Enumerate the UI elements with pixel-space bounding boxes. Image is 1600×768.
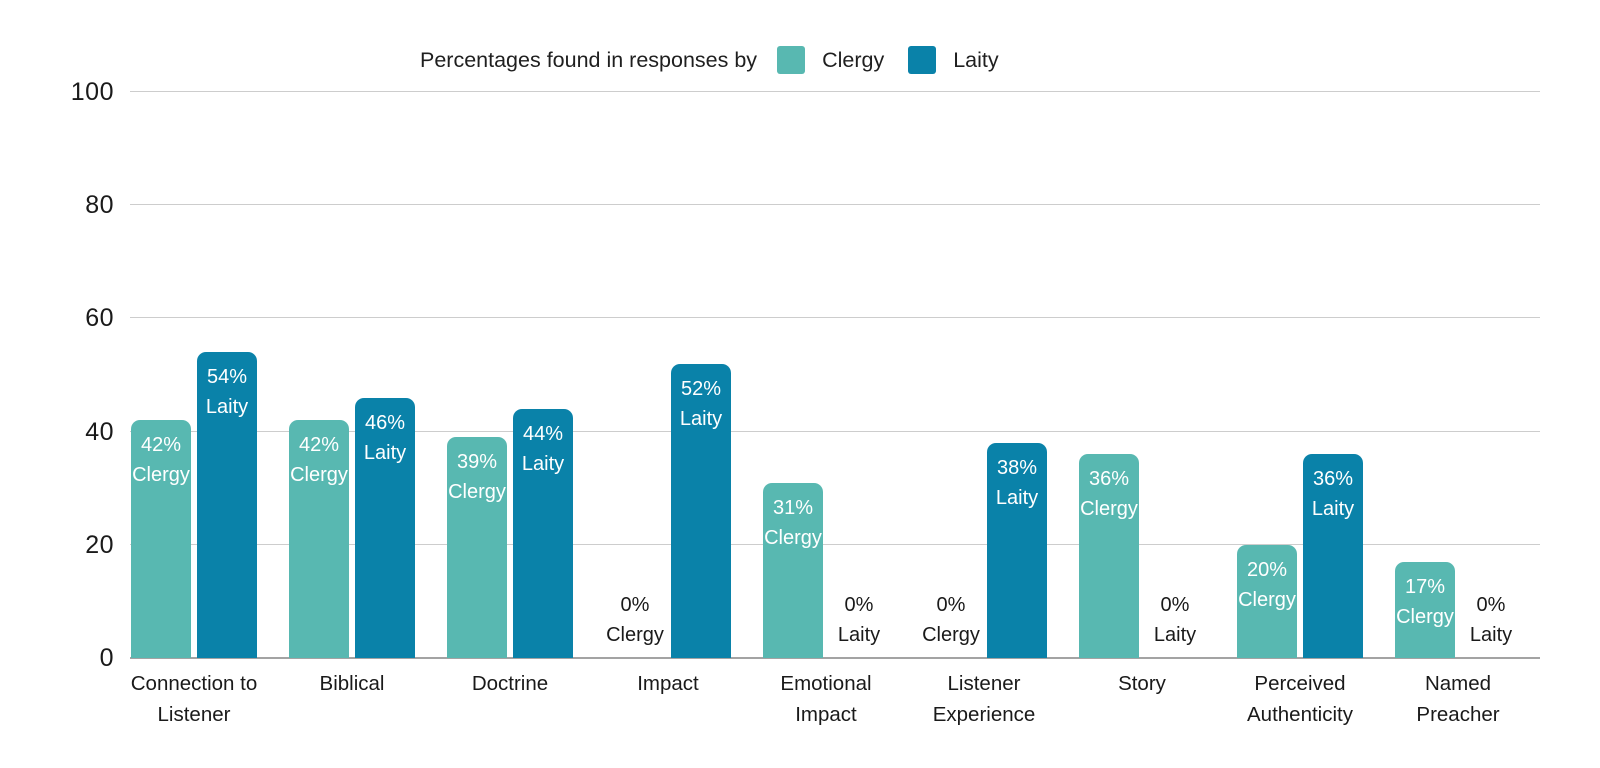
- bar-clergy: [1395, 561, 1455, 658]
- y-tick-label: 20: [85, 530, 114, 559]
- bar-value-label: 38% Laity: [995, 456, 1039, 509]
- bar-clergy: [289, 420, 349, 658]
- bar-laity: [355, 397, 415, 658]
- gridline: [130, 430, 1540, 432]
- bar-laity: [987, 442, 1047, 658]
- legend-item-laity: Laity: [908, 46, 999, 74]
- gridline: [130, 204, 1540, 206]
- y-tick-label: 0: [99, 644, 114, 672]
- category-label: Perceived Authenticity: [1247, 672, 1353, 726]
- bar-laity: [1303, 454, 1363, 658]
- x-axis-line: [130, 657, 1540, 659]
- legend-item-clergy: Clergy: [777, 46, 884, 74]
- bar-value-label: 42% Clergy: [290, 434, 348, 487]
- zero-value-label: 0% Laity: [1153, 594, 1197, 646]
- gridline: [130, 317, 1540, 319]
- gridline: [130, 91, 1540, 92]
- y-tick-label: 80: [85, 191, 114, 220]
- bar-value-label: 42% Clergy: [132, 434, 190, 487]
- bar-laity: [671, 363, 731, 658]
- y-tick-label: 100: [70, 78, 114, 106]
- bar-value-label: 44% Laity: [521, 422, 565, 475]
- category-label: Doctrine: [471, 672, 549, 695]
- gridline: [130, 543, 1540, 545]
- bar-value-label: 36% Laity: [1311, 468, 1355, 521]
- category-label: Listener Experience: [932, 672, 1036, 726]
- zero-value-label: 0% Laity: [1469, 594, 1513, 646]
- bar-laity: [197, 352, 257, 658]
- bar-clergy: [1079, 454, 1139, 658]
- y-tick-label: 60: [85, 304, 114, 333]
- category-label: Emotional Impact: [780, 672, 872, 726]
- bar-value-label: 46% Laity: [363, 411, 407, 464]
- bar-clergy: [1237, 544, 1297, 658]
- bar-laity: [513, 408, 573, 658]
- bar-value-label: 36% Clergy: [1080, 468, 1138, 521]
- bar-clergy: [447, 437, 507, 658]
- bar-clergy: [763, 482, 823, 658]
- legend-label-clergy: Clergy: [822, 47, 885, 72]
- bar-value-label: 31% Clergy: [764, 496, 822, 549]
- category-label: Story: [1118, 672, 1166, 695]
- bar-value-label: 20% Clergy: [1238, 558, 1296, 611]
- legend-label-laity: Laity: [953, 47, 999, 72]
- zero-value-label: 0% Clergy: [606, 594, 664, 646]
- y-tick-label: 40: [85, 417, 114, 446]
- clergy-swatch-icon: [777, 46, 806, 74]
- category-label: Biblical: [319, 672, 385, 695]
- bar-clergy: [131, 420, 191, 658]
- bar-value-label: 54% Laity: [205, 366, 249, 419]
- category-label: Impact: [637, 672, 699, 695]
- chart-title: Percentages found in responses by: [420, 47, 758, 72]
- category-label: Named Preacher: [1416, 672, 1500, 726]
- zero-value-label: 0% Laity: [837, 594, 881, 646]
- bar-value-label: 17% Clergy: [1396, 575, 1454, 628]
- category-label: Connection to Listener: [130, 672, 258, 726]
- chart-legend: Percentages found in responses by Clergy…: [420, 44, 1023, 76]
- zero-value-label: 0% Clergy: [922, 594, 980, 646]
- bar-value-label: 52% Laity: [679, 377, 723, 430]
- laity-swatch-icon: [908, 46, 937, 74]
- bar-value-label: 39% Clergy: [448, 451, 506, 504]
